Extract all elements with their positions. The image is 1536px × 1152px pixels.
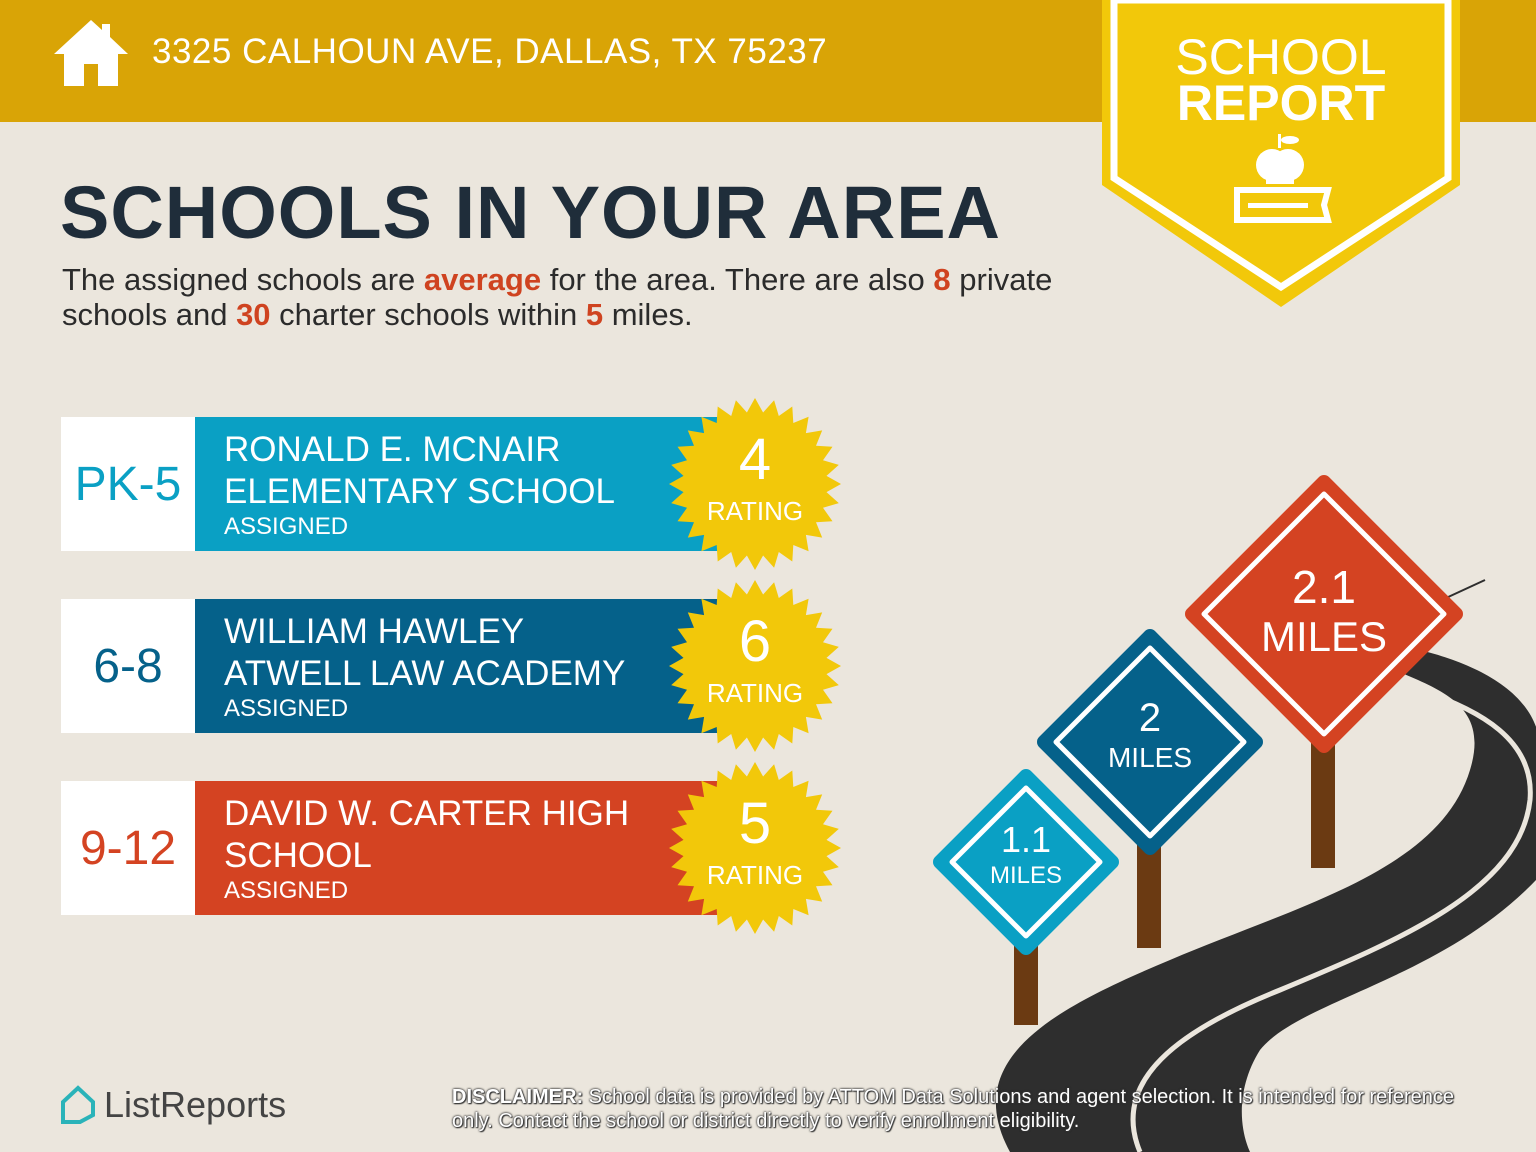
listreports-logo: ListReports: [60, 1084, 286, 1126]
seal-icon: [669, 398, 841, 570]
page-title: SCHOOLS IN YOUR AREA: [60, 171, 1001, 254]
distance-sign: [1037, 629, 1263, 855]
rating-label: RATING: [706, 678, 804, 708]
school-row: PK-5 RONALD E. MCNAIR ELEMENTARY SCHOOL A…: [61, 398, 841, 570]
grade-range: 9-12: [61, 781, 195, 915]
sign-unit: MILES: [1107, 742, 1193, 773]
brand-name: ListReports: [104, 1084, 287, 1125]
radius: 5: [585, 297, 604, 332]
rating-value: 6: [738, 609, 772, 674]
sign-distance: 2.1: [1292, 561, 1356, 613]
school-row: 6-8 WILLIAM HAWLEY ATWELL LAW ACADEMY ASS…: [61, 580, 841, 752]
intro-text: The assigned schools are average for the…: [62, 262, 1053, 332]
school-status: ASSIGNED: [224, 695, 349, 722]
school-name: WILLIAM HAWLEY ATWELL LAW ACADEMY: [224, 612, 626, 693]
rating-label: RATING: [706, 496, 804, 526]
rating-seal: 6 RATING: [669, 580, 841, 752]
apple-on-book-icon: [1234, 134, 1332, 223]
school-name: DAVID W. CARTER HIGH SCHOOL: [224, 794, 630, 875]
distance-sign: [1185, 475, 1463, 753]
sign-unit: MILES: [1260, 613, 1388, 660]
house-icon: [54, 20, 128, 86]
school-bar: WILLIAM HAWLEY ATWELL LAW ACADEMY ASSIGNE…: [195, 599, 755, 733]
rating-value: 5: [738, 791, 772, 856]
school-row: 9-12 DAVID W. CARTER HIGH SCHOOL ASSIGNED…: [61, 762, 841, 934]
rating-seal: 5 RATING: [669, 762, 841, 934]
sign-distance: 1.1: [1000, 819, 1052, 860]
school-report-badge: [1102, 0, 1460, 307]
school-name: RONALD E. MCNAIR ELEMENTARY SCHOOL: [224, 430, 615, 511]
distance-sign: [933, 769, 1119, 955]
private-count: 8: [933, 262, 951, 297]
sign-unit: MILES: [989, 862, 1063, 889]
badge-line1: SCHOOL: [1175, 29, 1387, 85]
seal-icon: [669, 580, 841, 752]
sign-label: 2 MILES: [1050, 698, 1250, 772]
badge-line2: REPORT: [1176, 75, 1386, 131]
school-bar: RONALD E. MCNAIR ELEMENTARY SCHOOL ASSIGN…: [195, 417, 755, 551]
rating-value: 4: [738, 427, 772, 492]
sign-label: 2.1 MILES: [1224, 564, 1424, 658]
quality-highlight: average: [423, 262, 542, 297]
seal-icon: [669, 762, 841, 934]
rating-label: RATING: [706, 860, 804, 890]
grade-range: 6-8: [61, 599, 195, 733]
disclaimer: DISCLAIMER: School data is provided by A…: [452, 1086, 1454, 1132]
sign-label: 1.1 MILES: [926, 822, 1126, 888]
charter-count: 30: [236, 297, 271, 332]
grade-range: PK-5: [61, 417, 195, 551]
rating-seal: 4 RATING: [669, 398, 841, 570]
school-status: ASSIGNED: [224, 513, 349, 540]
listreports-logo-icon: [61, 1085, 95, 1124]
school-status: ASSIGNED: [224, 877, 349, 904]
school-bar: DAVID W. CARTER HIGH SCHOOL ASSIGNED: [195, 781, 755, 915]
sign-distance: 2: [1138, 696, 1162, 740]
property-address: 3325 CALHOUN AVE, DALLAS, TX 75237: [152, 32, 828, 71]
